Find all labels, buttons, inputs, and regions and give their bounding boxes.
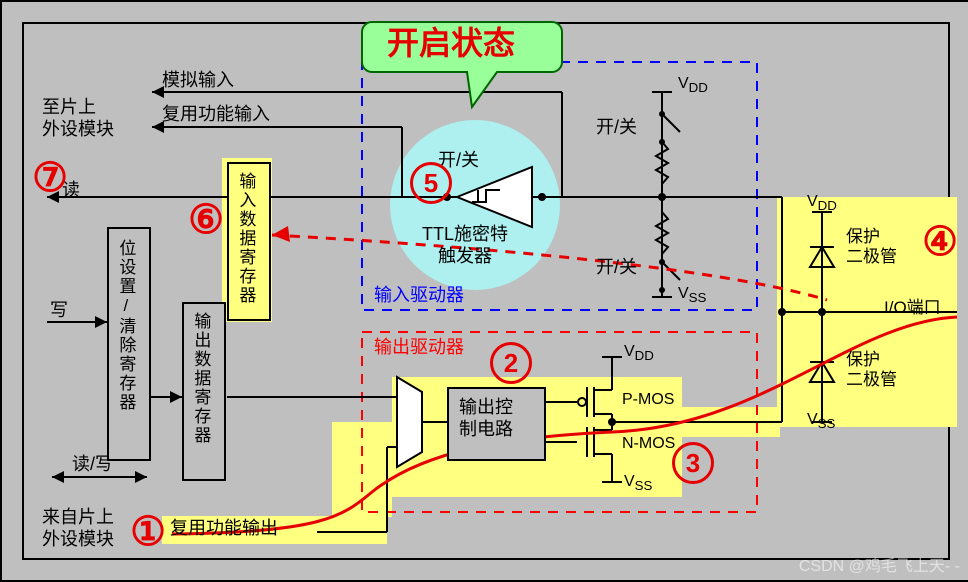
lbl-analog-in: 模拟输入 xyxy=(162,70,234,92)
bitset-reg-label: 位设置/清除寄存器 xyxy=(115,239,135,412)
lbl-write: 写 xyxy=(50,300,68,322)
outctrl-box: 输出控 制电路 xyxy=(447,387,546,461)
lbl-af-in: 复用功能输入 xyxy=(162,104,270,126)
lbl-schmitt: TTL施密特 触发器 xyxy=(422,224,508,267)
lbl-io: I/O端口 xyxy=(884,298,941,318)
lbl-vss2: VSS xyxy=(624,472,652,494)
lbl-vss1: VSS xyxy=(678,284,706,306)
lbl-vdd2: VDD xyxy=(624,342,654,364)
num-3: 3 xyxy=(672,442,714,484)
inreg-box: 输入数据寄存器 xyxy=(227,162,271,321)
outreg-label: 输出数据寄存器 xyxy=(190,312,210,445)
lbl-vss3: VSS xyxy=(807,410,835,432)
lbl-pmos: P-MOS xyxy=(622,390,674,409)
hl-path1 xyxy=(332,422,392,517)
lbl-diode2: 保护 二极管 xyxy=(846,350,897,391)
outreg-box: 输出数据寄存器 xyxy=(182,302,226,481)
lbl-to-chip: 至片上 外设模块 xyxy=(42,97,114,140)
hl-path2 xyxy=(680,407,780,437)
diagram-frame: 开启状态 至片上 外设模块 模拟输入 复用功能输入 读 写 读/写 来自片上 外… xyxy=(0,0,968,582)
num-5: 5 xyxy=(410,162,452,204)
outctrl-label: 输出控 制电路 xyxy=(459,397,513,440)
lbl-indrv: 输入驱动器 xyxy=(374,285,464,307)
num-7: ⑦ xyxy=(32,160,68,196)
num-1: ① xyxy=(130,514,166,550)
lbl-outdrv: 输出驱动器 xyxy=(374,337,464,359)
lbl-afout: 复用功能输出 xyxy=(170,518,278,540)
lbl-from-chip: 来自片上 外设模块 xyxy=(42,507,114,550)
num-2: 2 xyxy=(490,342,532,384)
callout-text: 开启状态 xyxy=(387,24,515,62)
bitset-reg-box: 位设置/清除寄存器 xyxy=(107,227,151,461)
lbl-diode1: 保护 二极管 xyxy=(846,227,897,268)
watermark: CSDN @鸡毛飞上天- - xyxy=(799,552,960,576)
lbl-nmos: N-MOS xyxy=(622,434,675,453)
lbl-onoff3: 开/关 xyxy=(596,257,637,279)
num-4: ④ xyxy=(922,224,958,260)
inreg-label: 输入数据寄存器 xyxy=(235,172,255,305)
lbl-onoff2: 开/关 xyxy=(596,117,637,139)
num-6: ⑥ xyxy=(188,202,224,238)
lbl-vdd3: VDD xyxy=(807,192,837,214)
lbl-vdd1: VDD xyxy=(678,74,708,96)
